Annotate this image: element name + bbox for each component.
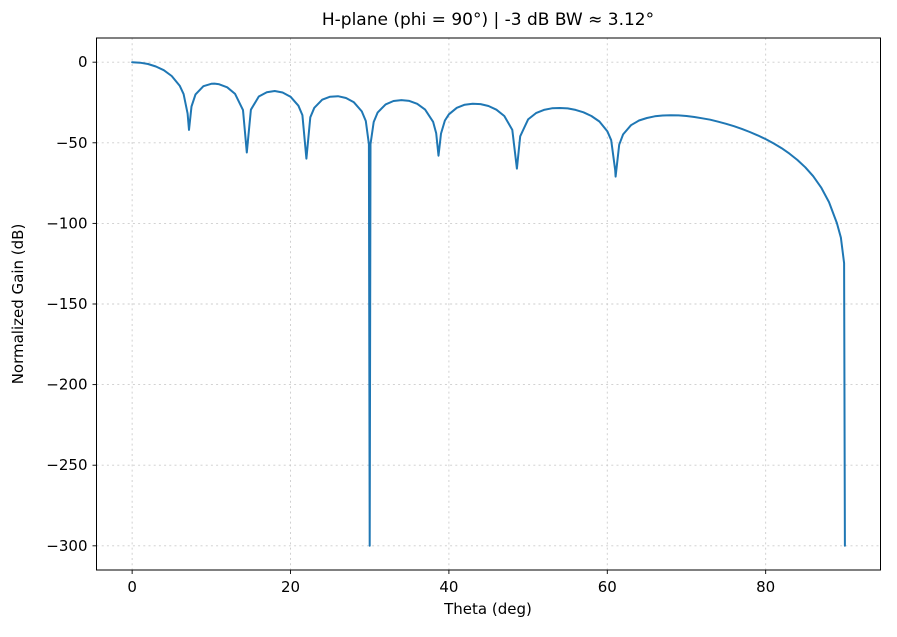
chart-title: H-plane (phi = 90°) | -3 dB BW ≈ 3.12° [322,10,654,30]
y-tick-label: −100 [46,214,87,232]
y-tick-label: −200 [46,376,87,394]
x-tick-label: 80 [756,578,775,596]
y-tick-label: 0 [78,53,88,71]
y-axis-label: Normalized Gain (dB) [9,224,27,385]
grid-lines [96,38,881,570]
x-tick-label: 60 [598,578,617,596]
x-tick-label: 40 [439,578,458,596]
y-tick-label: −150 [46,295,87,313]
gain-curve [131,61,846,547]
y-tick-label: −300 [46,537,87,555]
x-tick-label: 0 [127,578,137,596]
series-layer [131,61,846,547]
x-axis-label: Theta (deg) [443,600,532,618]
y-tick-label: −50 [56,134,88,152]
plot-border [96,37,881,571]
y-tick-label: −250 [46,456,87,474]
axes: 0 20 40 60 80 0 −50 −100 −150 −200 −250 −300 [46,37,881,596]
x-tick-label: 20 [281,578,300,596]
